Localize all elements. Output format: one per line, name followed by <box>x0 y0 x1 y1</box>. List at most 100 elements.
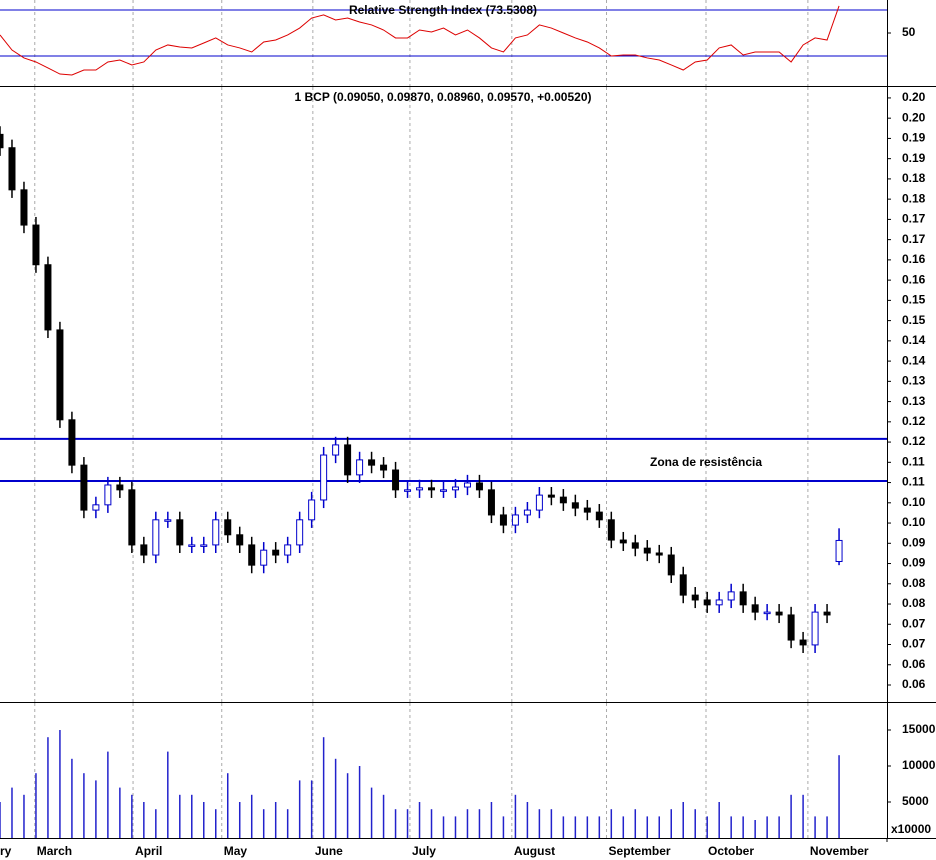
candle-body <box>128 489 136 546</box>
candle-body <box>296 519 304 546</box>
candle-body <box>799 639 807 646</box>
y-tick-label: 0.20 <box>902 90 926 104</box>
volume-bar <box>215 809 217 838</box>
candle-body <box>284 544 292 556</box>
y-tick-label: 10000 <box>902 758 936 772</box>
candle-body <box>499 514 507 526</box>
volume-bar <box>430 809 433 838</box>
candle-body <box>607 519 615 541</box>
volume-bar <box>622 816 625 838</box>
y-tick-label: 5000 <box>902 794 929 808</box>
y-tick-label: 50 <box>902 25 916 39</box>
volume-bar <box>71 758 73 838</box>
candle-body <box>140 544 148 556</box>
candle-body <box>80 464 88 511</box>
volume-bar <box>35 773 37 838</box>
annotation: Zona de resistência <box>650 455 762 469</box>
volume-bar <box>11 787 13 838</box>
volume-bar <box>394 809 397 838</box>
volume-bar <box>514 794 517 838</box>
volume-bar <box>179 794 181 838</box>
volume-bar <box>790 794 792 838</box>
y-tick-label: 0.19 <box>902 131 926 145</box>
candle-body <box>787 614 795 641</box>
x-tick-label: April <box>135 844 162 858</box>
volume-bar <box>814 816 816 838</box>
rsi-line <box>0 5 840 76</box>
candle-body <box>715 599 723 606</box>
candle-body <box>344 444 352 476</box>
candle-body <box>380 464 388 471</box>
volume-bar <box>107 751 109 838</box>
candle-body <box>44 264 52 331</box>
volume-bar <box>838 755 840 838</box>
candle-body <box>511 514 519 526</box>
volume-bar <box>59 730 61 838</box>
x-tick-label: June <box>315 844 343 858</box>
volume-bar <box>466 809 469 838</box>
y-tick-label: 0.11 <box>902 454 925 468</box>
candle-body <box>20 189 28 226</box>
volume-bar <box>586 816 589 838</box>
volume-bar <box>382 794 385 838</box>
candle-body <box>835 539 843 563</box>
unit-label: x10000 <box>891 822 931 836</box>
candle-body <box>487 489 495 516</box>
y-tick-label: 0.06 <box>902 657 926 671</box>
volume-bar <box>610 809 613 838</box>
candle-body <box>212 519 220 546</box>
candle-body <box>655 552 663 556</box>
y-tick-label: 0.17 <box>902 232 926 246</box>
y-tick-label: 0.13 <box>902 394 926 408</box>
y-tick-label: 0.18 <box>902 171 926 185</box>
volume-bar <box>358 766 361 838</box>
candle-body <box>176 519 184 546</box>
candle-body <box>236 534 244 546</box>
volume-bar <box>694 809 696 838</box>
volume-bar <box>191 794 193 838</box>
candle-body <box>332 444 340 456</box>
candle-body <box>32 224 40 266</box>
candle-body <box>559 496 567 504</box>
y-tick-label: 15000 <box>902 722 936 736</box>
candle-body <box>631 542 639 549</box>
candle-body <box>368 459 376 466</box>
volume-bar <box>262 809 265 838</box>
candle-body <box>775 611 783 616</box>
candle-body <box>188 544 196 547</box>
y-tick-label: 0.14 <box>902 333 926 347</box>
candle-body <box>308 499 316 521</box>
volume-bar <box>310 780 313 838</box>
y-tick-label: 0.08 <box>902 596 926 610</box>
y-tick-label: 0.09 <box>902 535 926 549</box>
volume-bar <box>538 809 541 838</box>
y-tick-label: 0.16 <box>902 272 926 286</box>
y-tick-label: 0.20 <box>902 110 926 124</box>
candle-body <box>56 329 64 421</box>
candle-body <box>8 147 16 191</box>
y-tick-label: 0.09 <box>902 556 926 570</box>
candle-body <box>392 469 400 491</box>
candle-body <box>727 591 735 601</box>
volume-bar <box>490 802 493 838</box>
volume-bar <box>119 787 121 838</box>
volume-bar <box>274 802 277 838</box>
y-tick-label: 0.18 <box>902 191 926 205</box>
x-tick-label: ry <box>0 844 12 858</box>
candle-body <box>68 419 76 466</box>
volume-bar <box>658 816 661 838</box>
volume-bar <box>155 809 157 838</box>
candle-body <box>260 549 268 566</box>
volume-bar <box>646 816 649 838</box>
candle-body <box>200 544 208 547</box>
volume-bar <box>0 802 1 838</box>
volume-bar <box>238 802 241 838</box>
y-tick-label: 0.12 <box>902 414 926 428</box>
volume-bar <box>370 787 373 838</box>
volume-bar <box>478 809 481 838</box>
y-tick-label: 0.10 <box>902 495 926 509</box>
volume-bar <box>778 816 780 838</box>
candle-body <box>595 511 603 521</box>
candle-body <box>667 554 675 576</box>
